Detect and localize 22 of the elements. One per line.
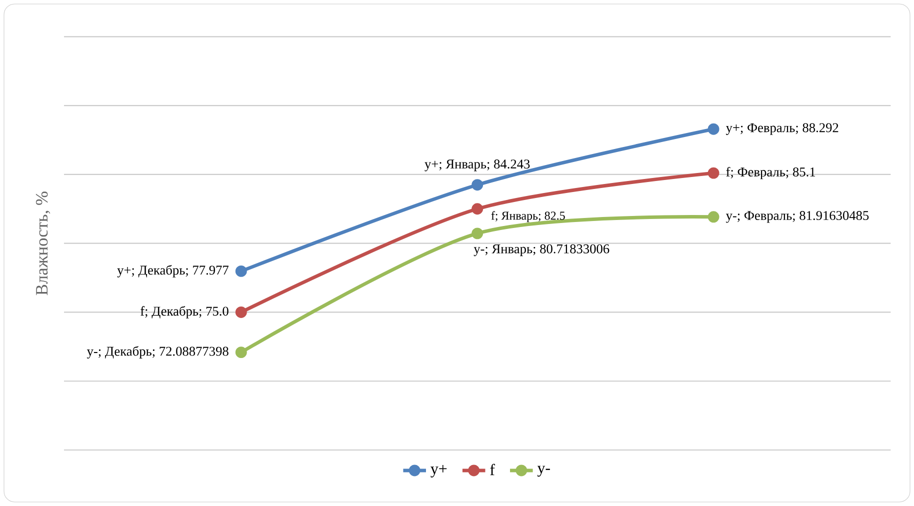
data-label: f; Январь; 82.5	[491, 211, 565, 222]
data-label: y-; Январь; 80.71833006	[474, 244, 610, 256]
point	[235, 265, 247, 277]
data-label: f; Февраль; 85.1	[726, 166, 816, 180]
data-label: y+; Январь; 84.243	[424, 160, 530, 172]
point	[235, 306, 247, 318]
point	[472, 203, 484, 215]
point	[708, 167, 720, 179]
legend-label: f	[490, 464, 495, 476]
point	[472, 228, 484, 240]
y-axis-title: Влажность, %	[36, 192, 50, 296]
legend-label: y+	[430, 464, 447, 478]
data-label: y-; Декабрь; 72.08877398	[86, 346, 228, 359]
point	[235, 346, 247, 358]
point	[472, 179, 484, 191]
point	[708, 123, 720, 135]
data-label: y-; Февраль; 81.91630485	[726, 211, 869, 223]
point	[708, 211, 720, 223]
data-label: y+; Февраль; 88.292	[726, 123, 838, 135]
data-label: y+; Декабрь; 77.977	[117, 264, 229, 278]
legend-label: y-	[537, 466, 550, 477]
data-label: f; Декабрь; 75.0	[140, 306, 228, 318]
